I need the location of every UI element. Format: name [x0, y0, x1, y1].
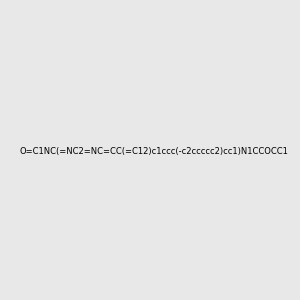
Text: O=C1NC(=NC2=NC=CC(=C12)c1ccc(-c2ccccc2)cc1)N1CCOCC1: O=C1NC(=NC2=NC=CC(=C12)c1ccc(-c2ccccc2)c… [19, 147, 288, 156]
